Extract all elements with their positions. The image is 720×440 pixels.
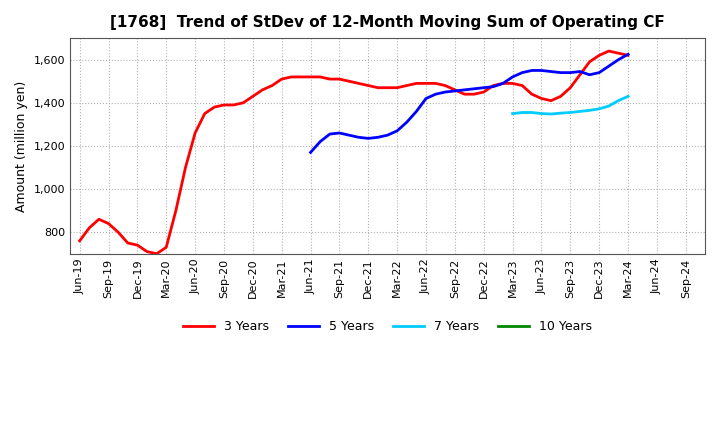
5 Years: [499, 81, 508, 86]
5 Years: [575, 69, 584, 74]
5 Years: [518, 70, 526, 75]
7 Years: [595, 106, 603, 111]
5 Years: [422, 96, 431, 101]
3 Years: [220, 103, 228, 108]
5 Years: [595, 70, 603, 75]
3 Years: [605, 48, 613, 54]
3 Years: [489, 83, 498, 88]
5 Years: [585, 72, 594, 77]
7 Years: [546, 111, 555, 117]
5 Years: [316, 139, 325, 144]
7 Years: [566, 110, 575, 115]
5 Years: [393, 128, 402, 133]
7 Years: [605, 103, 613, 109]
5 Years: [451, 88, 459, 94]
5 Years: [469, 86, 478, 92]
3 Years: [624, 53, 632, 58]
5 Years: [335, 130, 343, 136]
5 Years: [354, 135, 363, 140]
5 Years: [325, 132, 334, 137]
5 Years: [480, 85, 488, 90]
Title: [1768]  Trend of StDev of 12-Month Moving Sum of Operating CF: [1768] Trend of StDev of 12-Month Moving…: [110, 15, 665, 30]
5 Years: [412, 109, 420, 114]
7 Years: [528, 110, 536, 115]
5 Years: [624, 51, 632, 57]
3 Years: [546, 98, 555, 103]
Line: 7 Years: 7 Years: [513, 96, 628, 114]
7 Years: [614, 98, 623, 103]
7 Years: [508, 111, 517, 116]
5 Years: [537, 68, 546, 73]
5 Years: [345, 132, 354, 138]
5 Years: [489, 84, 498, 89]
5 Years: [364, 136, 372, 141]
3 Years: [210, 104, 219, 110]
Legend: 3 Years, 5 Years, 7 Years, 10 Years: 3 Years, 5 Years, 7 Years, 10 Years: [178, 315, 598, 338]
5 Years: [557, 70, 565, 75]
7 Years: [585, 108, 594, 113]
Y-axis label: Amount (million yen): Amount (million yen): [15, 81, 28, 212]
5 Years: [546, 69, 555, 74]
3 Years: [451, 87, 459, 92]
Line: 3 Years: 3 Years: [80, 51, 628, 254]
5 Years: [441, 89, 449, 95]
5 Years: [460, 87, 469, 92]
7 Years: [518, 110, 526, 115]
5 Years: [306, 150, 315, 155]
5 Years: [614, 57, 623, 62]
Line: 5 Years: 5 Years: [310, 54, 628, 152]
5 Years: [566, 70, 575, 75]
5 Years: [528, 68, 536, 73]
5 Years: [374, 135, 382, 140]
5 Years: [402, 120, 411, 125]
7 Years: [624, 94, 632, 99]
3 Years: [153, 251, 161, 257]
7 Years: [557, 110, 565, 116]
3 Years: [595, 53, 603, 58]
5 Years: [431, 92, 440, 97]
7 Years: [537, 111, 546, 116]
5 Years: [605, 63, 613, 69]
5 Years: [508, 74, 517, 80]
5 Years: [383, 132, 392, 138]
3 Years: [76, 238, 84, 243]
7 Years: [575, 109, 584, 114]
